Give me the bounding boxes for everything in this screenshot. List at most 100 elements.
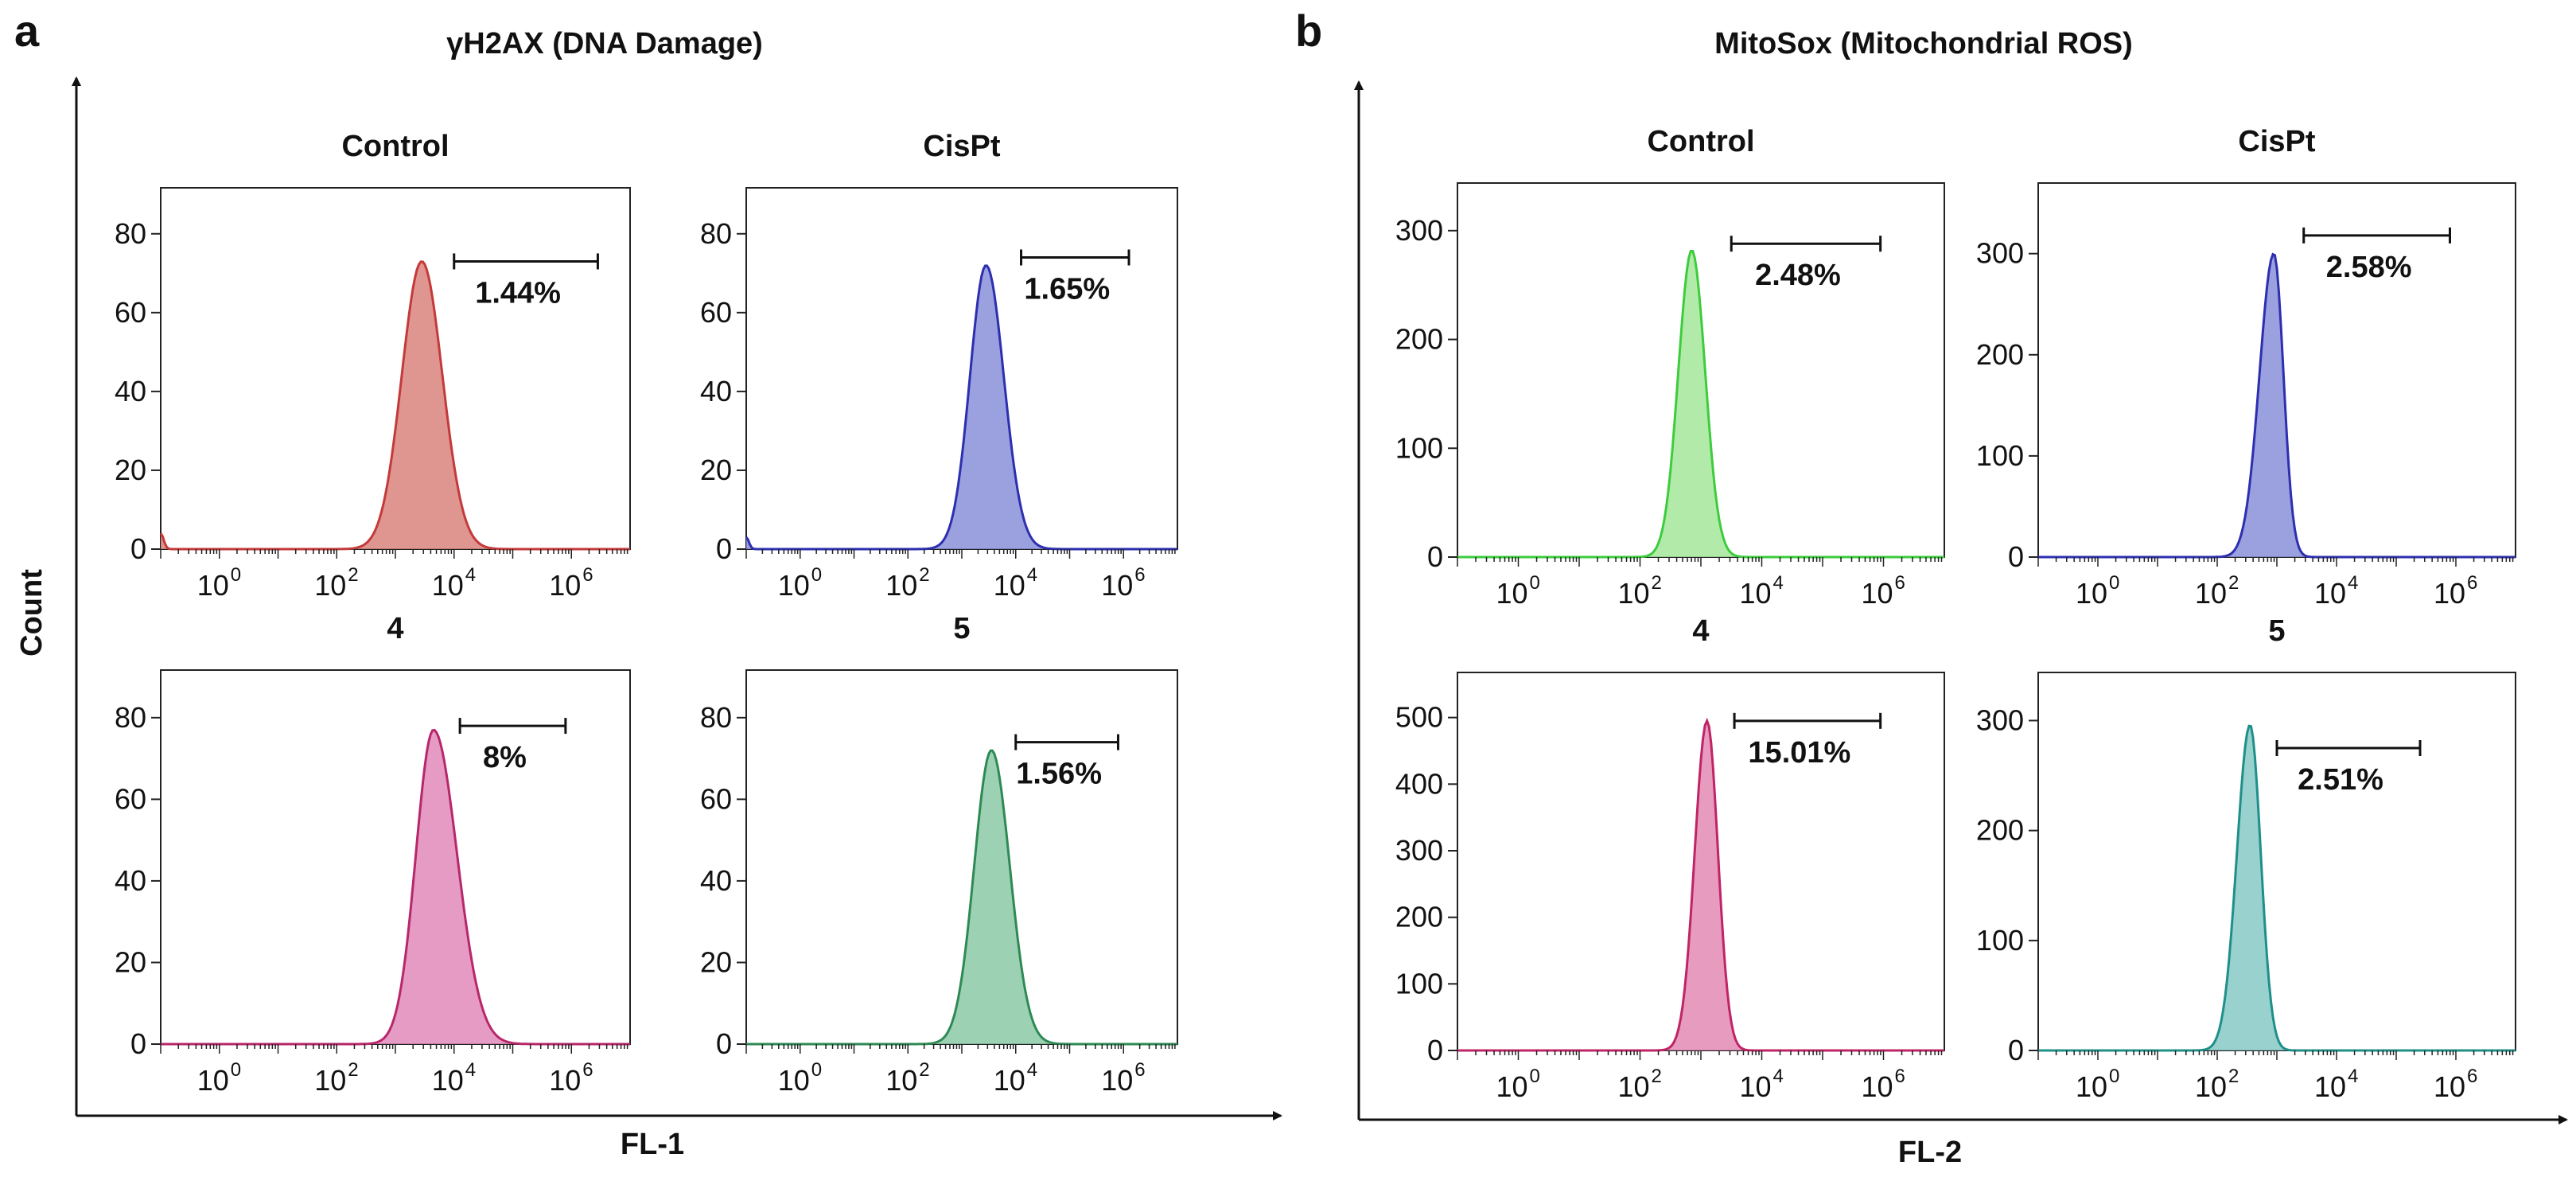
histogram-fill [746,265,1177,549]
x-tick-exponent: 4 [1773,572,1784,594]
x-tick-exponent: 0 [2109,572,2119,594]
x-tick-exponent: 2 [348,564,358,586]
x-tick-label: 10 [1617,577,1649,610]
y-tick-label: 500 [1395,701,1443,734]
x-tick-exponent: 4 [465,1059,476,1081]
x-tick-label: 10 [2076,577,2107,610]
x-tick-label: 10 [1496,577,1527,610]
x-tick-exponent: 6 [1134,1059,1145,1081]
y-tick-label: 200 [1976,814,2024,847]
y-tick-label: 400 [1395,767,1443,800]
plot-title: CisPt [923,130,1000,163]
histogram-fill [2038,254,2516,557]
x-tick-label: 10 [994,1064,1025,1097]
y-axis-label: Count [15,569,49,657]
gate-label: 2.58% [2326,251,2412,284]
histogram-line [1457,717,1944,1052]
y-tick-label: 300 [1976,237,2024,270]
y-tick-label: 0 [716,1027,732,1060]
x-tick-exponent: 2 [919,1059,929,1081]
y-tick-label: 0 [1427,1034,1443,1066]
x-tick-exponent: 4 [2348,1066,2358,1087]
x-tick-label: 10 [2195,1070,2227,1103]
x-tick-label: 10 [197,1064,229,1097]
histogram-fill [746,750,1177,1044]
x-tick-label: 10 [1101,1064,1133,1097]
histogram-fill [161,730,630,1044]
y-tick-label: 0 [1427,540,1443,573]
x-tick-exponent: 0 [811,564,822,586]
x-tick-exponent: 0 [811,1059,822,1081]
x-tick-exponent: 2 [2228,1066,2239,1087]
x-tick-exponent: 0 [231,564,241,586]
histogram-line [161,728,630,1046]
x-tick-label: 10 [778,569,810,602]
x-tick-exponent: 4 [1027,1059,1037,1081]
x-tick-exponent: 0 [1530,572,1540,594]
y-tick-label: 80 [700,701,732,734]
y-tick-label: 60 [700,296,732,329]
x-tick-exponent: 4 [1773,1066,1784,1087]
panel-letter-b: b [1295,6,1322,56]
plot-title: 4 [1692,614,1709,648]
histogram-line [1457,250,1944,559]
panel-b-x-axis-label: FL-2 [1898,1136,1962,1169]
x-tick-exponent: 6 [1895,572,1905,594]
y-tick-label: 20 [700,945,732,978]
y-tick-label: 80 [700,217,732,250]
y-tick-label: 200 [1395,323,1443,356]
x-tick-exponent: 4 [465,564,476,586]
panel-a-x-axis-label: FL-1 [621,1128,684,1161]
y-tick-label: 0 [2008,540,2024,573]
x-tick-exponent: 6 [1895,1066,1905,1087]
x-tick-label: 10 [1861,577,1893,610]
x-tick-exponent: 2 [2228,572,2239,594]
x-tick-label: 10 [885,1064,917,1097]
y-tick-label: 40 [700,375,732,407]
plot-title: 5 [2268,614,2285,648]
histogram-fill [1457,720,1944,1050]
x-tick-label: 10 [1101,569,1133,602]
x-tick-label: 10 [314,569,346,602]
histogram-fill [1457,251,1944,557]
x-tick-label: 10 [432,569,464,602]
panel-letter-a: a [14,6,40,56]
x-tick-label: 10 [197,569,229,602]
x-tick-label: 10 [1739,577,1771,610]
x-tick-label: 10 [2076,1070,2107,1103]
plot-title: Control [1647,125,1754,158]
histogram-fill [2038,726,2516,1050]
x-tick-label: 10 [1496,1070,1527,1103]
y-tick-label: 20 [115,454,146,486]
plot-title: Control [341,130,449,163]
y-tick-label: 40 [700,864,732,897]
x-tick-exponent: 2 [919,564,929,586]
y-tick-label: 0 [130,1027,146,1060]
plot-title: CisPt [2238,125,2315,158]
y-tick-label: 60 [115,782,146,815]
y-tick-label: 80 [115,701,146,734]
x-tick-exponent: 2 [1652,572,1662,594]
x-tick-exponent: 0 [1530,1066,1540,1087]
x-tick-label: 10 [2314,577,2346,610]
histogram-line [2038,252,2516,559]
x-tick-exponent: 6 [582,564,593,586]
y-tick-label: 40 [115,864,146,897]
y-tick-label: 200 [1976,338,2024,371]
x-tick-label: 10 [432,1064,464,1097]
y-tick-label: 100 [1976,439,2024,472]
y-tick-label: 300 [1395,214,1443,247]
y-tick-label: 0 [130,532,146,565]
gate-label: 1.56% [1016,758,1102,791]
x-tick-label: 10 [1739,1070,1771,1103]
x-tick-exponent: 6 [2467,1066,2477,1087]
